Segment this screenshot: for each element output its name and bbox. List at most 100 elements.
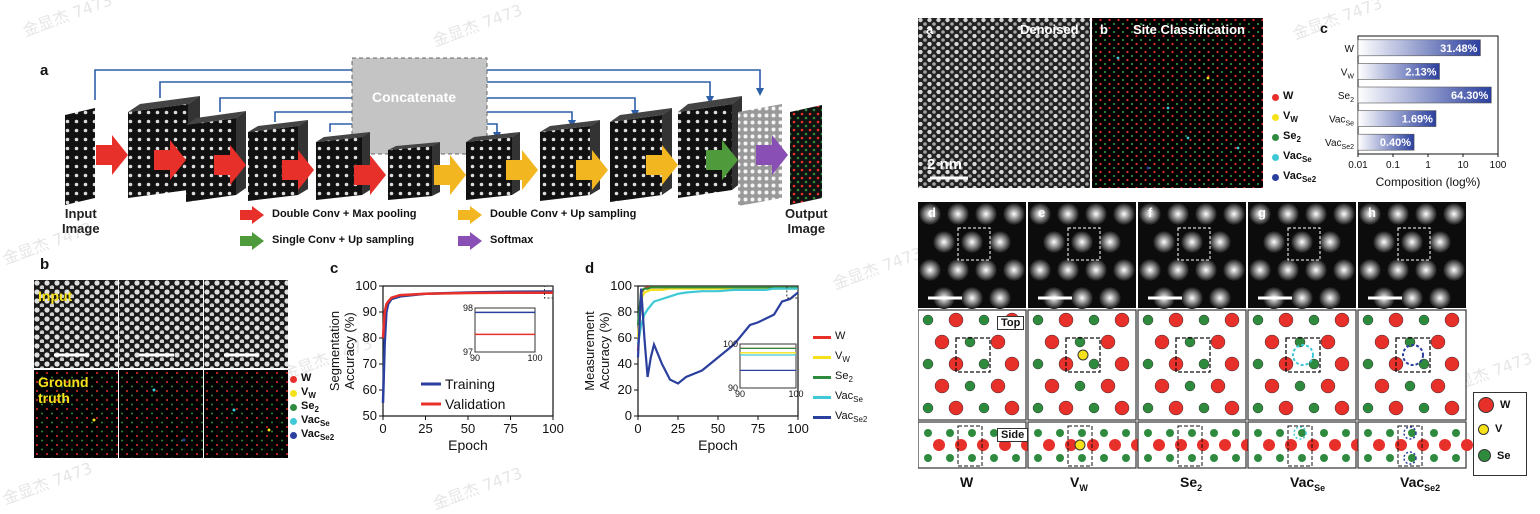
legend-swatch [290, 417, 297, 425]
se-atom [1362, 314, 1374, 326]
column-subscript: 2 [1197, 482, 1203, 493]
atom-blob [1415, 203, 1437, 225]
series-line-validation [381, 291, 553, 339]
se-atom [1198, 402, 1210, 414]
atom-blob [1401, 231, 1423, 253]
site-classification-title: Site Classification [1133, 22, 1245, 37]
atom-blob [1195, 203, 1217, 225]
legend-subscript: 2 [314, 405, 319, 415]
atom-blob [1223, 259, 1245, 281]
w-atom [1320, 378, 1336, 394]
legend-subscript: W [308, 391, 316, 401]
category-subscript: Se [1345, 121, 1354, 128]
legend-subscript: Se2 [319, 433, 335, 443]
se-atom [1408, 454, 1416, 462]
unet-diagram [65, 57, 822, 206]
atom-legend-entry: V [1478, 423, 1502, 435]
atom-blob [1113, 259, 1135, 281]
atom-blob [1443, 259, 1465, 281]
se-atom [1032, 358, 1044, 370]
atom-blob [1415, 259, 1437, 281]
se-atom [1452, 429, 1460, 437]
se-atom [1430, 454, 1438, 462]
legend-label: Se2 [835, 370, 853, 385]
w-atom [1043, 439, 1055, 451]
panel-label: g [1258, 205, 1266, 220]
atom-legend-swatch [1478, 397, 1494, 413]
y-tick-label: 0 [625, 408, 632, 423]
bar [1357, 110, 1437, 127]
category-subscript: W [1347, 73, 1354, 80]
legend-label: Se2 [301, 400, 319, 415]
se-atom [1308, 314, 1320, 326]
legend-label: VacSe2 [1283, 170, 1317, 185]
se-atom [1254, 454, 1262, 462]
atom-blob [1319, 231, 1341, 253]
atom-blob [933, 231, 955, 253]
legend-item: Double Conv + Max pooling [272, 208, 417, 220]
y-tick-label: 20 [618, 382, 632, 397]
se-atom [1144, 429, 1152, 437]
series-line-vacse2 [636, 288, 799, 385]
atom-blob [1043, 231, 1065, 253]
se-atom [1198, 358, 1210, 370]
se-atom [1210, 454, 1218, 462]
se-atom [1088, 402, 1100, 414]
y-tick-label: 100 [610, 278, 632, 293]
panel-label: h [1368, 205, 1376, 220]
atom-blob [1277, 259, 1299, 281]
zoom-box [786, 285, 799, 299]
w-atom [1388, 312, 1404, 328]
w-atom [1058, 400, 1074, 416]
panel-label: b [1100, 22, 1108, 37]
defect-box [957, 227, 991, 261]
legend-item: Single Conv + Up sampling [272, 234, 415, 246]
atom-blob [1333, 203, 1355, 225]
legend-label: VacSe [301, 414, 330, 429]
se-atom [946, 429, 954, 437]
legend-subscript: Se [853, 395, 863, 405]
watermark: 金显杰 7473 [0, 458, 95, 509]
legend-subscript: 2 [848, 375, 853, 385]
w-atom [1388, 400, 1404, 416]
atom-blob [1305, 259, 1327, 281]
se-atom [990, 429, 998, 437]
se-atom [1056, 454, 1064, 462]
se-atom [1254, 429, 1262, 437]
x-tick-label: 1 [1425, 160, 1431, 171]
legend-label: VW [301, 386, 316, 401]
atom-blob [1099, 231, 1121, 253]
atom-blob [1099, 287, 1121, 309]
se-atom [922, 314, 934, 326]
legend-item: Double Conv + Up sampling [490, 208, 637, 220]
se-atom [1276, 454, 1284, 462]
panel-label: d [928, 205, 936, 220]
output-image-label: Output Image [785, 206, 828, 236]
category-subscript: 2 [1350, 97, 1354, 104]
top-label: Top [997, 316, 1025, 330]
atom-blob [1291, 231, 1313, 253]
bar-value-label: 0.40% [1380, 137, 1411, 149]
atom-blob [1085, 203, 1107, 225]
defect-grid [918, 202, 1473, 469]
category-label: VW [1341, 67, 1355, 80]
x-tick-label: 100 [787, 421, 809, 436]
column-label: VacSe [1290, 474, 1326, 493]
bar [1357, 63, 1440, 80]
se-atom [1418, 402, 1430, 414]
se-atom [1100, 454, 1108, 462]
w-atom [1329, 439, 1341, 451]
category-label: VacSe [1329, 115, 1354, 128]
atom-blob [1029, 259, 1051, 281]
series-line-se2 [636, 286, 798, 326]
legend-swatch [813, 355, 831, 359]
legend-label: VW [1283, 110, 1298, 125]
y-tick-label: 80 [618, 304, 632, 319]
se-atom [922, 358, 934, 370]
y-tick-label: 80 [363, 330, 377, 345]
panel-label: b [40, 256, 50, 273]
vacancy-ring [1403, 426, 1417, 440]
x-tick-label: 75 [751, 421, 765, 436]
se-atom [1320, 429, 1328, 437]
atom-blob [1429, 231, 1451, 253]
